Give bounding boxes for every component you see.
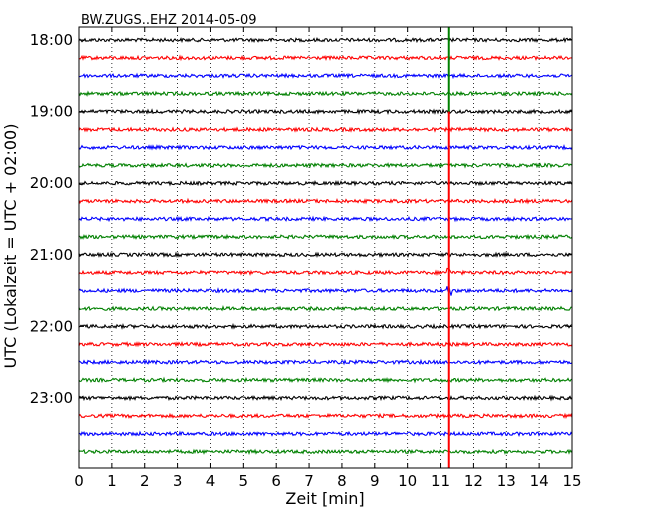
trace-line <box>78 180 573 187</box>
y-tick-label: 21:00 <box>30 246 73 264</box>
x-tick-label: 2 <box>140 472 150 490</box>
trace-line <box>78 430 573 438</box>
x-tick-label: 15 <box>562 472 581 490</box>
chart-title: BW.ZUGS..EHZ 2014-05-09 <box>81 13 257 28</box>
y-tick-label: 19:00 <box>30 103 73 121</box>
x-tick-label: 6 <box>271 472 281 490</box>
x-tick-label: 1 <box>107 472 117 490</box>
trace-line <box>78 215 573 223</box>
trace-line <box>78 267 573 277</box>
trace-line <box>78 358 573 366</box>
trace-line <box>78 233 573 241</box>
x-tick-label: 5 <box>239 472 249 490</box>
trace-line <box>78 126 573 133</box>
x-tick-label: 9 <box>370 472 380 490</box>
trace-line <box>78 341 573 348</box>
trace-line <box>78 412 573 420</box>
x-axis: 0 1 2 3 4 5 6 7 8 9 10 11 12 13 14 15 <box>74 27 582 490</box>
y-tick-label: 18:00 <box>30 31 73 49</box>
grid-layer <box>111 27 540 468</box>
y-tick-label: 22:00 <box>30 317 73 335</box>
x-axis-label: Zeit [min] <box>285 489 364 508</box>
trace-line <box>78 448 573 456</box>
trace-line <box>78 197 573 205</box>
trace-line <box>78 251 573 259</box>
x-tick-label: 8 <box>337 472 347 490</box>
trace-line <box>78 90 573 97</box>
trace-line <box>78 144 573 151</box>
x-tick-label: 10 <box>398 472 417 490</box>
y-tick-label: 23:00 <box>30 389 73 407</box>
x-tick-label: 12 <box>464 472 483 490</box>
trace-layer <box>78 36 573 456</box>
trace-line <box>78 108 573 116</box>
x-tick-label: 14 <box>530 472 549 490</box>
x-tick-label: 4 <box>206 472 216 490</box>
trace-line <box>78 36 573 44</box>
x-tick-label: 13 <box>497 472 516 490</box>
trace-line <box>78 394 573 402</box>
y-axis: 18:00 19:00 20:00 21:00 22:00 23:00 <box>30 31 572 407</box>
trace-line <box>78 376 573 384</box>
trace-line <box>78 286 573 296</box>
x-tick-label: 11 <box>431 472 450 490</box>
x-tick-label: 3 <box>173 472 183 490</box>
x-tick-label: 7 <box>304 472 314 490</box>
y-axis-label: UTC (Lokalzeit = UTC + 02:00) <box>1 124 20 369</box>
plot-frame <box>78 26 573 469</box>
trace-line <box>78 162 573 169</box>
y-tick-label: 20:00 <box>30 174 73 192</box>
trace-line <box>78 305 573 312</box>
trace-line <box>78 322 573 330</box>
trace-line <box>78 72 573 80</box>
trace-line <box>78 54 573 62</box>
x-tick-label: 0 <box>74 472 84 490</box>
